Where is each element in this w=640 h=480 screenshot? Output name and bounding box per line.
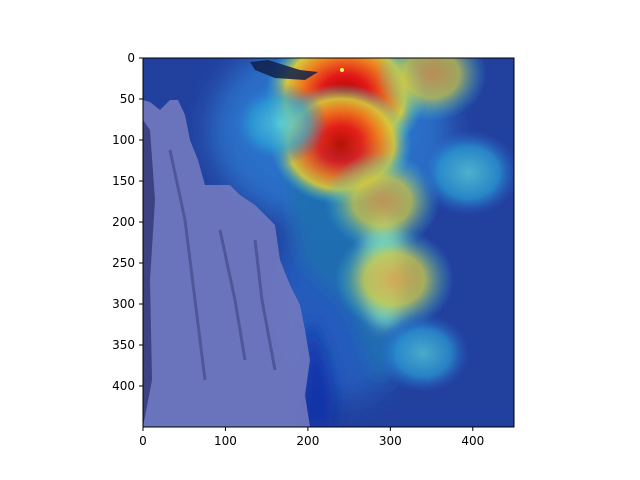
- x-axis: 0 100 200 300 400: [139, 427, 484, 448]
- x-tick-label: 100: [214, 434, 237, 448]
- plot-frame: [142, 57, 515, 428]
- rock-texture: [168, 149, 277, 381]
- y-tick-label: 250: [112, 256, 135, 270]
- y-tick-label: 400: [112, 379, 135, 393]
- y-tick-label: 300: [112, 297, 135, 311]
- y-tick-label: 0: [127, 51, 135, 65]
- heatmap-hotspot: [417, 129, 514, 216]
- bird-eye: [340, 68, 344, 72]
- y-tick-label: 100: [112, 133, 135, 147]
- heatmap-hotspot: [377, 313, 470, 393]
- rock-layer: [143, 100, 310, 427]
- y-tick-label: 150: [112, 174, 135, 188]
- heatmap-hotspot: [324, 152, 440, 251]
- rock-shadow: [143, 120, 155, 427]
- plot-area: [143, 58, 514, 427]
- y-tick-label: 200: [112, 215, 135, 229]
- x-tick-label: 200: [296, 434, 319, 448]
- heatmap-hotspot: [376, 58, 487, 122]
- y-tick-label: 350: [112, 338, 135, 352]
- y-axis: 0 50 100 150 200 250 300 350 400: [112, 51, 143, 393]
- y-tick-label: 50: [120, 92, 135, 106]
- heatmap-hotspot: [334, 228, 455, 331]
- bird-beak: [250, 60, 318, 80]
- bird-head: [250, 60, 344, 80]
- heatmap-hotspot: [230, 82, 328, 165]
- x-tick-label: 0: [139, 434, 147, 448]
- x-tick-label: 400: [461, 434, 484, 448]
- bird-tail: [300, 320, 334, 427]
- x-tick-label: 300: [379, 434, 402, 448]
- hotspots: [230, 58, 514, 393]
